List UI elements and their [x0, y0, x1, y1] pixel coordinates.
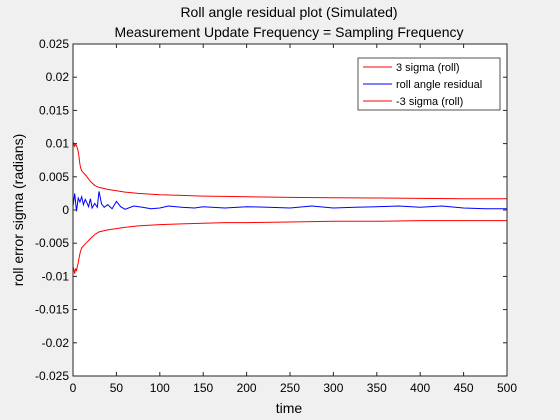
series-line-2 [72, 220, 507, 274]
series-line-0 [72, 141, 507, 200]
x-tick-label: 500 [497, 381, 517, 395]
chart-title-line-1: Roll angle residual plot (Simulated) [180, 4, 397, 20]
chart-title-line-2: Measurement Update Frequency = Sampling … [114, 24, 463, 40]
y-tick-label: 0.015 [39, 103, 69, 117]
y-tick-label: -0.005 [35, 236, 69, 250]
x-tick-label: 150 [193, 381, 213, 395]
x-tick-label: 50 [110, 381, 124, 395]
x-tick-label: 450 [454, 381, 474, 395]
y-tick-label: -0.025 [35, 369, 69, 383]
x-tick-label: 200 [237, 381, 257, 395]
x-axis-label: time [276, 400, 303, 416]
plot-frame [72, 43, 508, 377]
y-tick-label: -0.015 [35, 303, 69, 317]
y-tick-label: -0.02 [42, 336, 70, 350]
legend-entry-neg-3-sigma: -3 sigma (roll) [396, 96, 463, 108]
y-tick-label: 0 [62, 203, 69, 217]
y-tick-label: 0.025 [39, 37, 69, 51]
y-tick-label: 0.005 [39, 170, 69, 184]
x-tick-label: 350 [367, 381, 387, 395]
y-axis-label: roll error sigma (radians) [10, 134, 26, 286]
x-tick-label: 100 [150, 381, 170, 395]
y-tick-label: -0.01 [42, 269, 70, 283]
y-tick-label: 0.01 [46, 137, 70, 151]
x-tick-label: 400 [410, 381, 430, 395]
legend-entry-residual: roll angle residual [396, 79, 482, 91]
y-tick-label: 0.02 [46, 70, 70, 84]
x-tick-label: 300 [323, 381, 343, 395]
x-tick-label: 0 [70, 381, 77, 395]
series-line-1 [72, 191, 507, 212]
ticks-layer: 0 50 100 150 200 250 300 350 400 450 500 0.025 0.02 0… [35, 37, 517, 395]
x-tick-label: 250 [280, 381, 300, 395]
legend-entry-3-sigma: 3 sigma (roll) [396, 62, 460, 74]
series-layer [72, 141, 507, 274]
legend: 3 sigma (roll) roll angle residual -3 si… [357, 57, 501, 111]
